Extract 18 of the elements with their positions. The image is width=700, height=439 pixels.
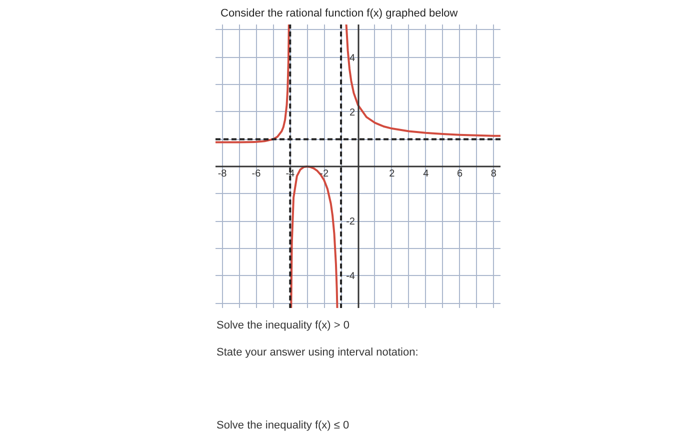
text: Solve the inequality f(x) > 0 bbox=[216, 320, 350, 332]
text: State your answer using interval notation: bbox=[216, 346, 418, 358]
x-tick-label: -6 bbox=[252, 168, 262, 180]
line-series bbox=[216, 24, 290, 144]
text: Solve the inequality f(x) ≤ 0 bbox=[216, 420, 350, 432]
x-tick-label: 2 bbox=[389, 168, 396, 180]
x-tick-label: 4 bbox=[423, 168, 430, 180]
y-tick-label: -4 bbox=[346, 271, 356, 282]
y-tick-label: -2 bbox=[346, 216, 356, 228]
x-tick-label: -4 bbox=[286, 168, 296, 180]
line-series bbox=[345, 24, 500, 137]
y-tick-label: 2 bbox=[349, 107, 356, 118]
y-tick-label: 4 bbox=[349, 52, 356, 64]
x-tick-label: 6 bbox=[457, 168, 464, 180]
x-tick-label: 8 bbox=[490, 168, 497, 180]
x-tick-label: -8 bbox=[218, 168, 228, 180]
chart-title: Consider the rational function f(x) graphed below bbox=[220, 8, 458, 20]
x-tick-label: -2 bbox=[320, 168, 329, 180]
